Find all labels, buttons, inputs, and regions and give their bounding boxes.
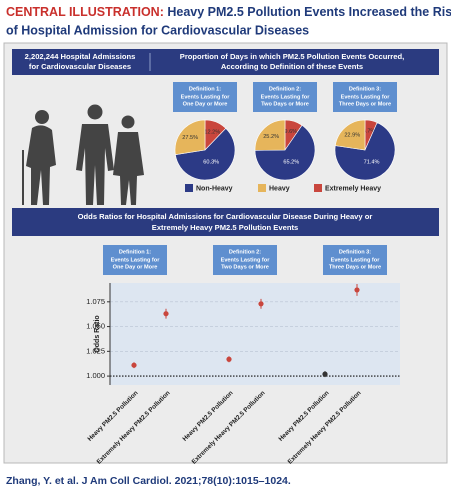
header-line: CENTRAL ILLUSTRATION: Heavy PM2.5 Pollut… (6, 5, 451, 19)
definition-title: Definition 1: (119, 249, 151, 255)
legend-label: Heavy (269, 185, 290, 192)
pie-label: 12.2% (204, 129, 220, 135)
definition-title: Definition 2: (229, 249, 261, 255)
plot-area (110, 283, 400, 385)
definition-text: Events Lasting for (111, 257, 161, 263)
pie-label: 9.6% (284, 129, 297, 135)
point (226, 356, 232, 362)
y-tick-label: 1.025 (86, 346, 105, 355)
definition-text: Events Lasting for (181, 94, 231, 100)
legend-label: Extremely Heavy (325, 185, 381, 192)
y-tick-label: 1.075 (86, 297, 105, 306)
header-title: of Hospital Admission for Cardiovascular… (6, 23, 309, 37)
definition-text: Events Lasting for (341, 94, 391, 100)
pie-slice (254, 124, 316, 181)
silhouettes (22, 104, 144, 205)
definition-title: Definition 2: (269, 86, 301, 92)
definition-box (173, 82, 237, 112)
point (163, 311, 169, 317)
definition-title: Definition 3: (349, 86, 381, 92)
band (12, 208, 439, 236)
pie-label: 71.4% (364, 159, 380, 165)
pie-slice (174, 119, 206, 156)
point (322, 371, 328, 377)
definition-text: One Day or More (113, 264, 158, 270)
definition-title: Definition 1: (189, 86, 221, 92)
pie-label: 27.5% (182, 135, 198, 141)
admissions: for Cardiovascular Diseases (29, 62, 131, 71)
y-tick-label: 1.000 (86, 371, 105, 380)
legend-label: Non-Heavy (196, 185, 233, 192)
citation: Zhang, Y. et al. J Am Coll Cardiol. 2021… (6, 475, 291, 487)
definition-text: Three Days or More (329, 264, 381, 270)
pie-slice (334, 119, 366, 151)
definition-text: Events Lasting for (221, 257, 271, 263)
definition-text: Three Days or More (339, 101, 391, 107)
pie-slice (254, 119, 286, 151)
definition-title: Definition 3: (339, 249, 371, 255)
pie-slice (334, 122, 396, 181)
definition-text: One Day or More (183, 101, 228, 107)
definition-box (253, 82, 317, 112)
y-tick-label: 1.050 (86, 322, 105, 331)
legend-swatch (258, 184, 266, 192)
definition-text: Two Days or More (261, 101, 309, 107)
odds-heading: Odds Ratios for Hospital Admissions for … (78, 212, 373, 221)
header-title: Heavy PM2.5 Pollution Events Increased t… (167, 5, 451, 19)
point (131, 362, 137, 368)
pie-label: 6.7% (363, 128, 376, 134)
definition-box (103, 245, 167, 275)
point (258, 301, 264, 307)
point (354, 287, 360, 293)
definition-box (333, 82, 397, 112)
pie-label: 25.2% (263, 134, 279, 140)
pie-slice (175, 127, 236, 181)
proportion-heading: According to Definition of these Events (221, 62, 363, 71)
pie-label: 22.9% (344, 133, 360, 139)
definition-text: Events Lasting for (261, 94, 311, 100)
admissions: 2,202,244 Hospital Admissions (25, 52, 136, 61)
proportion-heading: Proportion of Days in which PM2.5 Pollut… (180, 52, 404, 61)
pie-label: 65.2% (283, 159, 299, 165)
pie-label: 60.3% (203, 159, 219, 165)
definition-text: Events Lasting for (331, 257, 381, 263)
definition-box (213, 245, 277, 275)
band (12, 49, 439, 75)
definition-box (323, 245, 387, 275)
y-axis-label: Odds Ratio (94, 315, 101, 352)
odds-heading: Extremely Heavy PM2.5 Pollution Events (152, 223, 298, 232)
legend-swatch (185, 184, 193, 192)
header-label: CENTRAL ILLUSTRATION: (6, 5, 164, 19)
definition-text: Two Days or More (221, 264, 269, 270)
legend-swatch (314, 184, 322, 192)
